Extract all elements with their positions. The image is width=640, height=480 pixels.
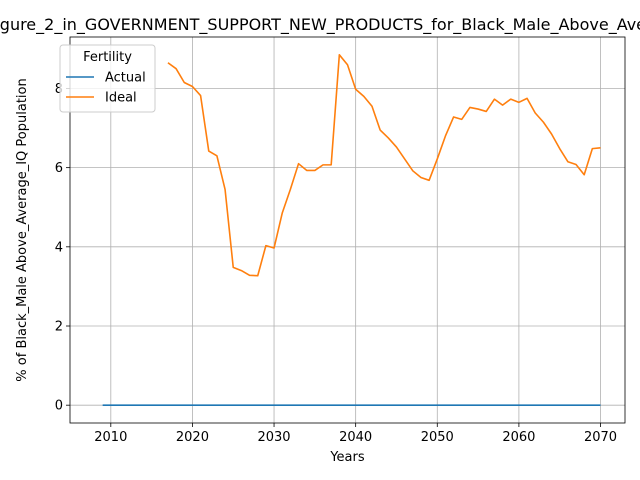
- x-tick-label: 2050: [421, 430, 454, 445]
- legend-label-actual: Actual: [105, 71, 146, 86]
- legend-box: [59, 44, 156, 113]
- x-tick-label: 2030: [257, 430, 290, 445]
- series-line-ideal: [167, 54, 601, 277]
- y-tick-label: 8: [55, 82, 63, 97]
- x-tick-label: 2040: [339, 430, 372, 445]
- y-tick-label: 6: [55, 161, 63, 176]
- x-tick-label: 2020: [176, 430, 209, 445]
- y-tick-label: 0: [55, 399, 63, 414]
- x-tick-label: 2010: [94, 430, 127, 445]
- x-tick-label: 2060: [502, 430, 535, 445]
- legend-title: Fertility: [83, 50, 132, 65]
- x-tick-label: 2070: [584, 430, 617, 445]
- y-axis-label: % of Black_Male Above_Average_IQ Populat…: [15, 78, 30, 381]
- grid: [70, 37, 625, 423]
- plot-area: [102, 54, 601, 406]
- y-tick-label: 2: [55, 320, 63, 335]
- legend-label-ideal: Ideal: [105, 91, 137, 106]
- legend: Fertility Actual Ideal: [59, 44, 156, 113]
- axes-frame: [69, 36, 626, 424]
- ticks: 2010 2020 2030 2040 2050 2060 2070 0 2 4 6 8: [55, 82, 617, 445]
- x-axis-label: Years: [329, 450, 365, 465]
- y-tick-label: 4: [55, 240, 63, 255]
- chart-title: Figure_2_in_GOVERNMENT_SUPPORT_NEW_PRODU…: [0, 15, 640, 35]
